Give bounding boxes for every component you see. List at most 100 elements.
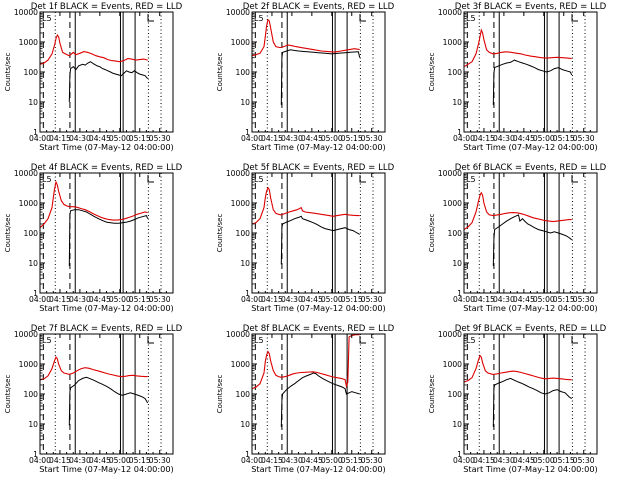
y-tick-label: 1000 [443,360,462,369]
panel-4: Det 4f BLACK = Events, RED = LLD04:0004:… [4,163,183,313]
series-line-red [39,180,148,229]
x-tick-label: 04:45 [89,134,111,143]
x-tick-label: 05:30 [361,456,383,465]
y-tick-label: 10000 [14,169,38,178]
plot-frame [251,172,386,294]
y-tick-label: 10000 [438,330,462,339]
x-tick-label: 05:15 [341,295,363,304]
series-line-black [68,209,149,266]
x-tick-label: 04:15 [473,134,495,143]
x-tick-label: 04:30 [493,456,515,465]
x-tick-label: 05:15 [129,134,151,143]
y-axis-label: Counts/sec [216,214,224,253]
x-tick-label: 04:15 [49,134,71,143]
plot-frame [463,11,598,133]
y-tick-label: 1 [457,289,462,298]
y-axis-label: Counts/sec [428,375,436,414]
y-tick-label: 10 [452,259,462,268]
x-tick-label: 04:30 [69,456,91,465]
x-tick-label: 05:30 [361,295,383,304]
series-line-red [463,354,572,383]
y-tick-label: 1000 [19,360,38,369]
x-tick-label: 04:00 [241,134,263,143]
x-tick-label: 04:45 [513,295,535,304]
panel-title: Det 5f BLACK = Events, RED = LLD [243,163,395,173]
x-tick-label: 05:00 [321,295,343,304]
y-tick-label: 100 [236,68,251,77]
x-tick-label: 05:15 [129,295,151,304]
series-line-black [492,377,572,427]
y-tick-label: 100 [448,229,463,238]
x-tick-label: 04:45 [513,134,535,143]
series-line-red [251,18,360,57]
x-tick-label: 04:30 [69,134,91,143]
y-tick-label: 10000 [438,169,462,178]
y-tick-label: 100 [24,68,39,77]
y-tick-label: 1 [457,128,462,137]
series-line-red [463,191,572,231]
x-tick-label: 05:00 [321,456,343,465]
range-marker [147,336,154,344]
range-marker [147,175,154,183]
x-tick-label: 04:15 [261,295,283,304]
panel-title: Det 6f BLACK = Events, RED = LLD [455,163,607,173]
series-line-red [39,34,148,65]
y-tick-label: 1 [33,128,38,137]
corner-label: L5 [466,336,476,345]
corner-label: L5 [42,175,52,184]
x-tick-label: 05:00 [533,295,555,304]
x-tick-label: 04:00 [453,456,475,465]
series-line-red [39,356,148,381]
y-axis-label: Counts/sec [428,53,436,92]
x-axis-label: Start Time (07-May-12 04:00:00) [251,142,386,152]
y-tick-label: 1000 [443,199,462,208]
y-tick-label: 10 [452,420,462,429]
panel-title: Det 9f BLACK = Events, RED = LLD [455,324,607,334]
panel-7: Det 7f BLACK = Events, RED = LLD04:0004:… [4,324,183,474]
panel-1: Det 1f BLACK = Events, RED = LLD04:0004:… [4,2,183,152]
series-line-black [280,372,360,427]
x-axis-label: Start Time (07-May-12 04:00:00) [39,303,174,313]
x-tick-label: 05:15 [341,134,363,143]
panel-title: Det 7f BLACK = Events, RED = LLD [31,324,183,334]
x-axis-label: Start Time (07-May-12 04:00:00) [251,464,386,474]
plot-frame [251,333,386,455]
panel-title: Det 2f BLACK = Events, RED = LLD [243,2,395,12]
y-tick-label: 1 [33,289,38,298]
y-tick-label: 100 [236,229,251,238]
y-tick-label: 10000 [14,8,38,17]
y-tick-label: 1 [245,450,250,459]
x-tick-label: 05:00 [109,134,131,143]
y-tick-label: 1 [245,128,250,137]
x-tick-label: 04:00 [241,456,263,465]
x-axis-label: Start Time (07-May-12 04:00:00) [463,303,598,313]
corner-label: L5 [466,14,476,23]
x-tick-label: 05:30 [149,134,171,143]
panel-9: Det 9f BLACK = Events, RED = LLD04:0004:… [428,324,607,474]
x-tick-label: 04:30 [281,134,303,143]
y-tick-label: 10000 [14,330,38,339]
range-marker [571,336,578,344]
y-tick-label: 10 [28,98,38,107]
x-tick-label: 05:00 [533,134,555,143]
plot-frame [39,333,174,455]
series-line-red [463,28,572,68]
x-tick-label: 05:30 [149,456,171,465]
y-tick-label: 10 [240,98,250,107]
panel-5: Det 5f BLACK = Events, RED = LLD04:0004:… [216,163,395,313]
corner-label: L5 [42,14,52,23]
x-tick-label: 04:30 [281,295,303,304]
y-tick-label: 10 [28,420,38,429]
series-line-black [280,49,361,105]
series-line-black [68,61,149,103]
x-axis-label: Start Time (07-May-12 04:00:00) [251,303,386,313]
x-tick-label: 05:30 [573,456,595,465]
x-tick-label: 05:15 [341,456,363,465]
x-tick-label: 04:15 [49,295,71,304]
range-marker [571,14,578,22]
x-tick-label: 04:15 [473,456,495,465]
y-tick-label: 100 [448,68,463,77]
x-tick-label: 04:30 [69,295,91,304]
series-line-black [280,215,360,265]
x-tick-label: 04:00 [241,295,263,304]
